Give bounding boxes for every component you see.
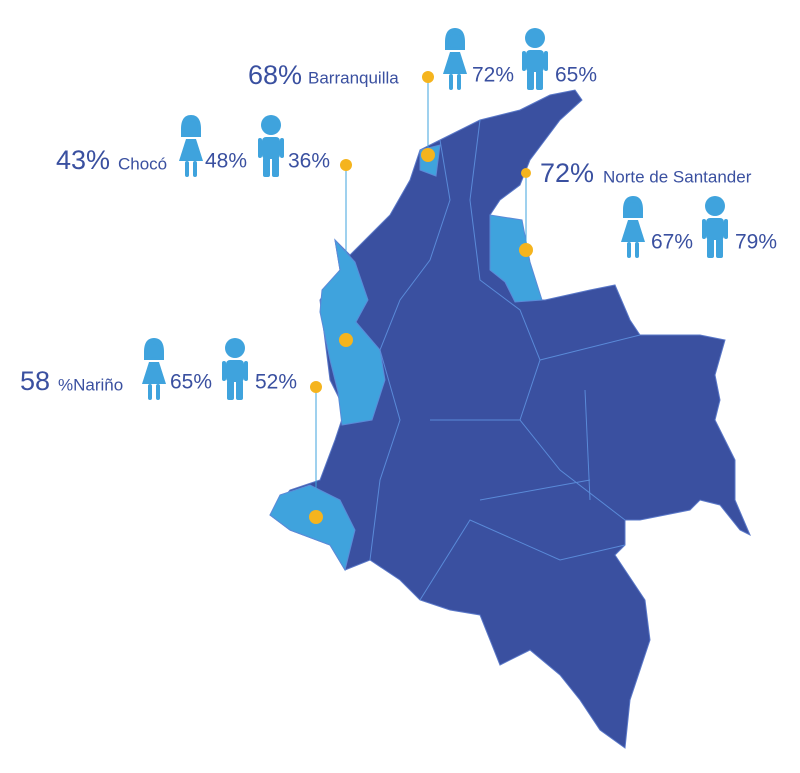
girls-percent: 67% [651, 231, 693, 254]
marker [339, 333, 353, 347]
region-choco [319, 238, 386, 426]
region-percent: 68% [248, 60, 302, 90]
boy-icon [222, 338, 248, 400]
girls-percent: 72% [472, 64, 514, 87]
boys-percent: 52% [255, 371, 297, 394]
marker [421, 148, 435, 162]
boy-icon [702, 196, 728, 258]
region-name: Norte de Santander [603, 167, 752, 186]
marker [309, 510, 323, 524]
girls-percent: 48% [205, 150, 247, 173]
region-percent: 72% [540, 158, 594, 188]
girls-percent: 65% [170, 371, 212, 394]
boys-percent: 65% [555, 64, 597, 87]
girl-icon [443, 28, 467, 90]
region-name: Chocó [118, 154, 167, 173]
internal-borders [369, 119, 641, 601]
boy-icon [258, 115, 284, 177]
marker [521, 168, 531, 178]
girl-icon [142, 338, 166, 400]
girl-icon [621, 196, 645, 258]
region-percent: 43% [56, 145, 110, 175]
region-name: %Nariño [58, 375, 123, 394]
region-narino [269, 484, 356, 572]
marker [310, 381, 322, 393]
region-name: Barranquilla [308, 68, 399, 87]
marker [340, 159, 352, 171]
girl-icon [179, 115, 203, 177]
marker [422, 71, 434, 83]
boys-percent: 36% [288, 150, 330, 173]
region-norte-de-santander [489, 214, 543, 303]
marker [519, 243, 533, 257]
region-percent: 58 [20, 366, 50, 396]
boy-icon [522, 28, 548, 90]
boys-percent: 79% [735, 231, 777, 254]
